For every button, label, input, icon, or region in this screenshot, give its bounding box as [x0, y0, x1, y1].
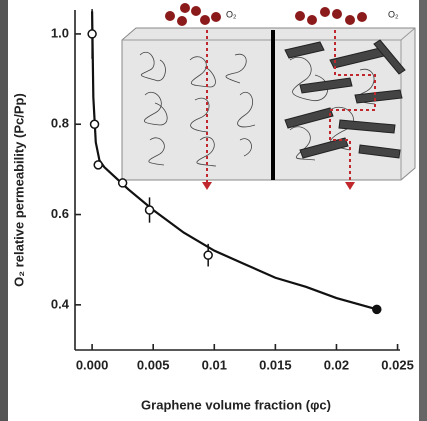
data-point: [117, 178, 128, 188]
x-tick-label: 0.01: [202, 357, 227, 372]
data-point: [372, 304, 382, 315]
data-point: [93, 160, 103, 170]
y-tick-label: 1.0: [51, 25, 69, 40]
right-edge: [419, 0, 427, 421]
y-tick-label: 0.4: [51, 296, 70, 311]
left-edge: [0, 0, 8, 421]
x-tick-label: 0.000: [76, 357, 109, 372]
inset-label: O₂: [226, 9, 237, 19]
y-axis-label: O₂ relative permeability (Pc/Pp): [11, 93, 26, 287]
data-point: [144, 205, 155, 215]
data-point: [87, 29, 97, 39]
x-axis-label: Graphene volume fraction (φc): [141, 397, 331, 412]
data-point: [89, 119, 100, 129]
x-tick-label: 0.02: [324, 357, 349, 372]
y-tick-label: 0.8: [51, 116, 69, 131]
inset-label: O₂: [388, 9, 399, 19]
x-tick-label: 0.015: [259, 357, 292, 372]
x-tick-label: 0.025: [381, 357, 414, 372]
y-tick-label: 0.6: [51, 206, 69, 221]
inset-diagram: [121, 3, 416, 190]
x-tick-label: 0.005: [137, 357, 170, 372]
data-point: [203, 250, 213, 260]
